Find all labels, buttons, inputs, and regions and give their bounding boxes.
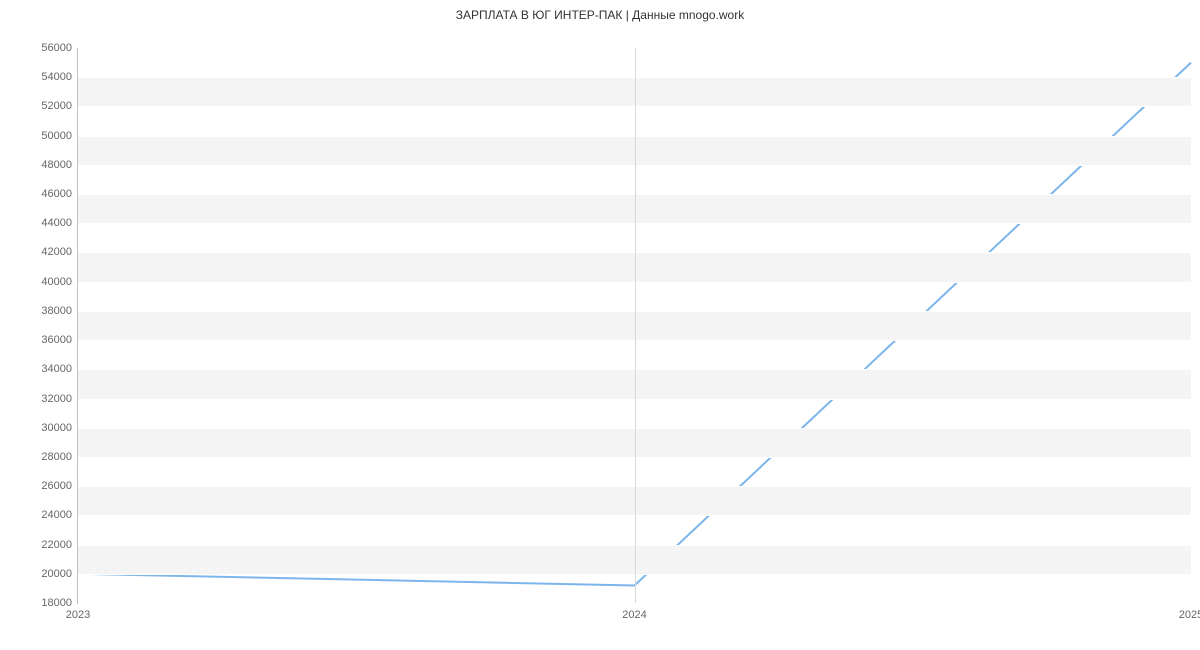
y-tick-label: 42000 <box>41 246 78 258</box>
y-tick-label: 56000 <box>41 42 78 54</box>
plot-area: 1800020000220002400026000280003000032000… <box>77 48 1191 604</box>
y-tick-label: 24000 <box>41 509 78 521</box>
salary-line-chart: ЗАРПЛАТА В ЮГ ИНТЕР-ПАК | Данные mnogo.w… <box>0 0 1200 650</box>
y-tick-label: 50000 <box>41 130 78 142</box>
x-tick-label: 2024 <box>622 603 646 621</box>
y-tick-label: 30000 <box>41 422 78 434</box>
y-tick-label: 32000 <box>41 393 78 405</box>
y-tick-label: 40000 <box>41 276 78 288</box>
x-gridline <box>635 48 636 603</box>
y-tick-label: 34000 <box>41 363 78 375</box>
y-tick-label: 38000 <box>41 305 78 317</box>
y-tick-label: 48000 <box>41 159 78 171</box>
y-tick-label: 28000 <box>41 451 78 463</box>
chart-title: ЗАРПЛАТА В ЮГ ИНТЕР-ПАК | Данные mnogo.w… <box>0 8 1200 22</box>
x-tick-label: 2023 <box>66 603 90 621</box>
y-tick-label: 36000 <box>41 334 78 346</box>
y-tick-label: 52000 <box>41 100 78 112</box>
y-tick-label: 54000 <box>41 71 78 83</box>
y-tick-label: 26000 <box>41 480 78 492</box>
y-tick-label: 44000 <box>41 217 78 229</box>
y-tick-label: 22000 <box>41 539 78 551</box>
y-tick-label: 20000 <box>41 568 78 580</box>
x-tick-label: 2025 <box>1179 603 1200 621</box>
y-tick-label: 46000 <box>41 188 78 200</box>
